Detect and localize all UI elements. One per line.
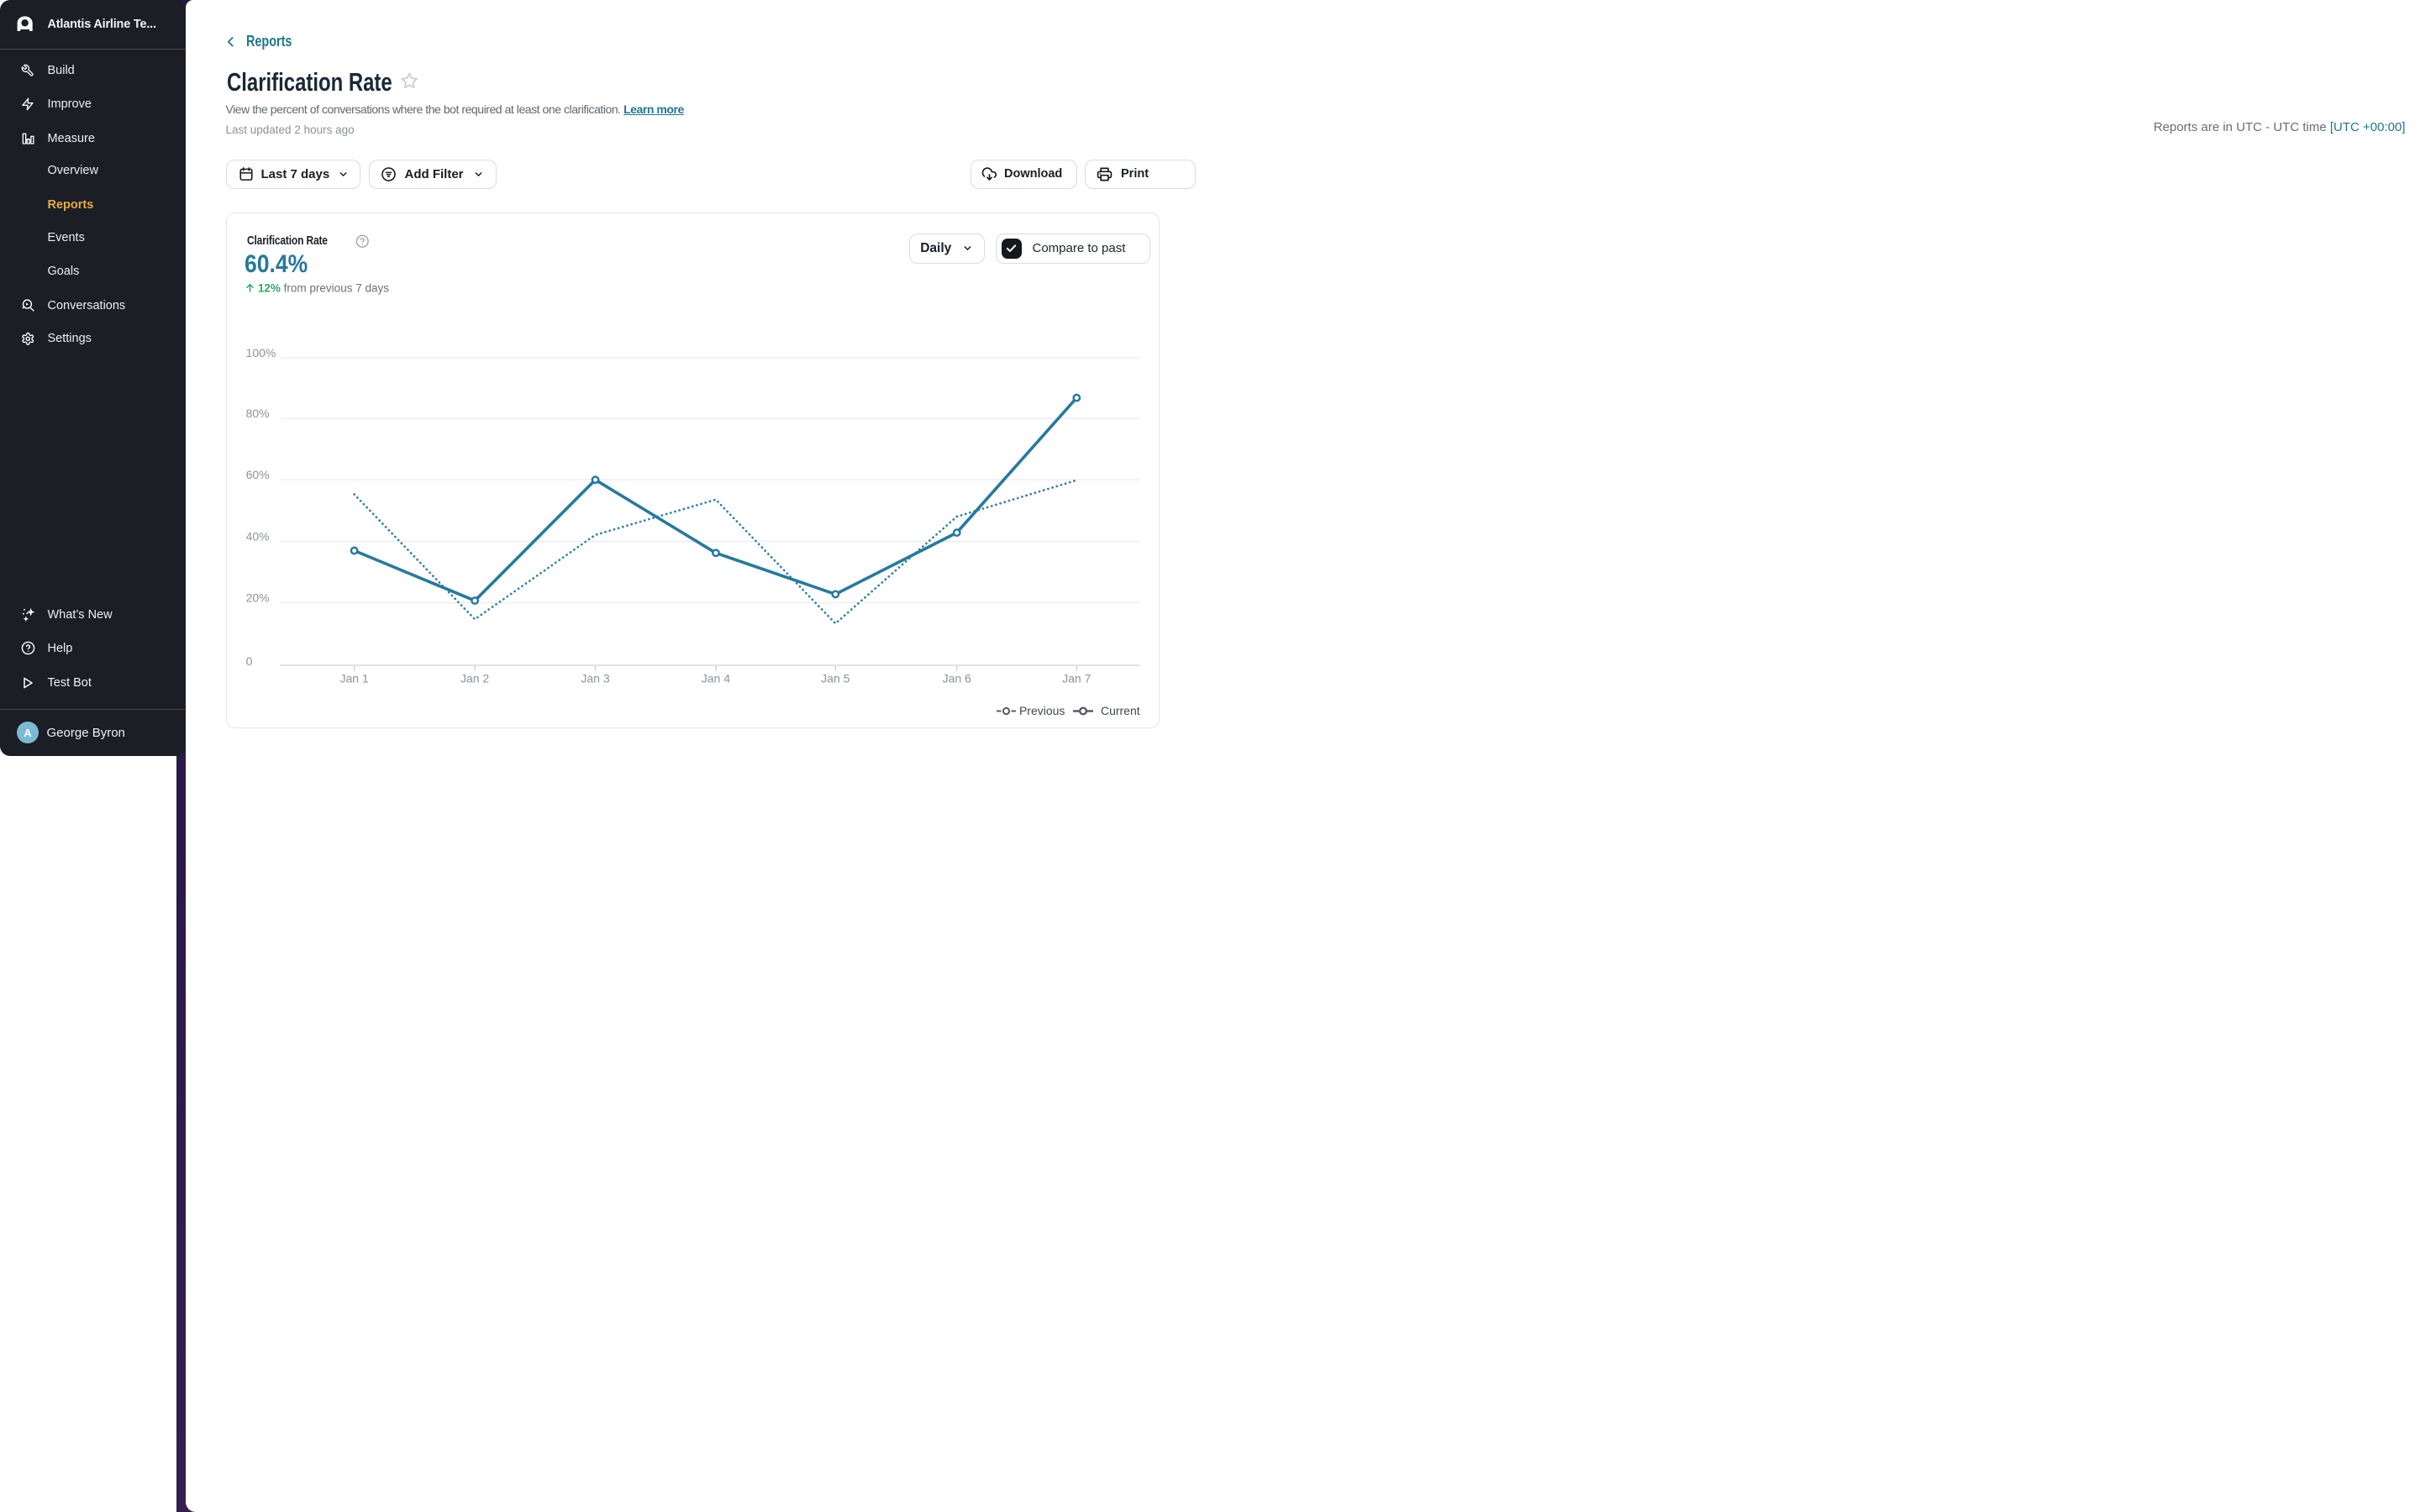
svg-text:Jan 6: Jan 6: [943, 671, 971, 685]
svg-text:Jan 3: Jan 3: [581, 671, 609, 685]
svg-text:Jan 5: Jan 5: [821, 671, 850, 685]
svg-text:60%: 60%: [246, 467, 270, 480]
svg-text:Previous: Previous: [1019, 703, 1065, 717]
svg-text:0: 0: [246, 654, 253, 667]
svg-text:100%: 100%: [246, 345, 276, 359]
svg-text:40%: 40%: [246, 529, 270, 543]
svg-text:Current: Current: [1101, 703, 1140, 717]
svg-text:Jan 4: Jan 4: [702, 671, 730, 685]
svg-text:Jan 7: Jan 7: [1062, 671, 1091, 685]
svg-text:80%: 80%: [246, 406, 270, 419]
svg-text:Jan 1: Jan 1: [339, 671, 368, 685]
svg-text:Jan 2: Jan 2: [460, 671, 489, 685]
svg-text:20%: 20%: [246, 591, 270, 604]
